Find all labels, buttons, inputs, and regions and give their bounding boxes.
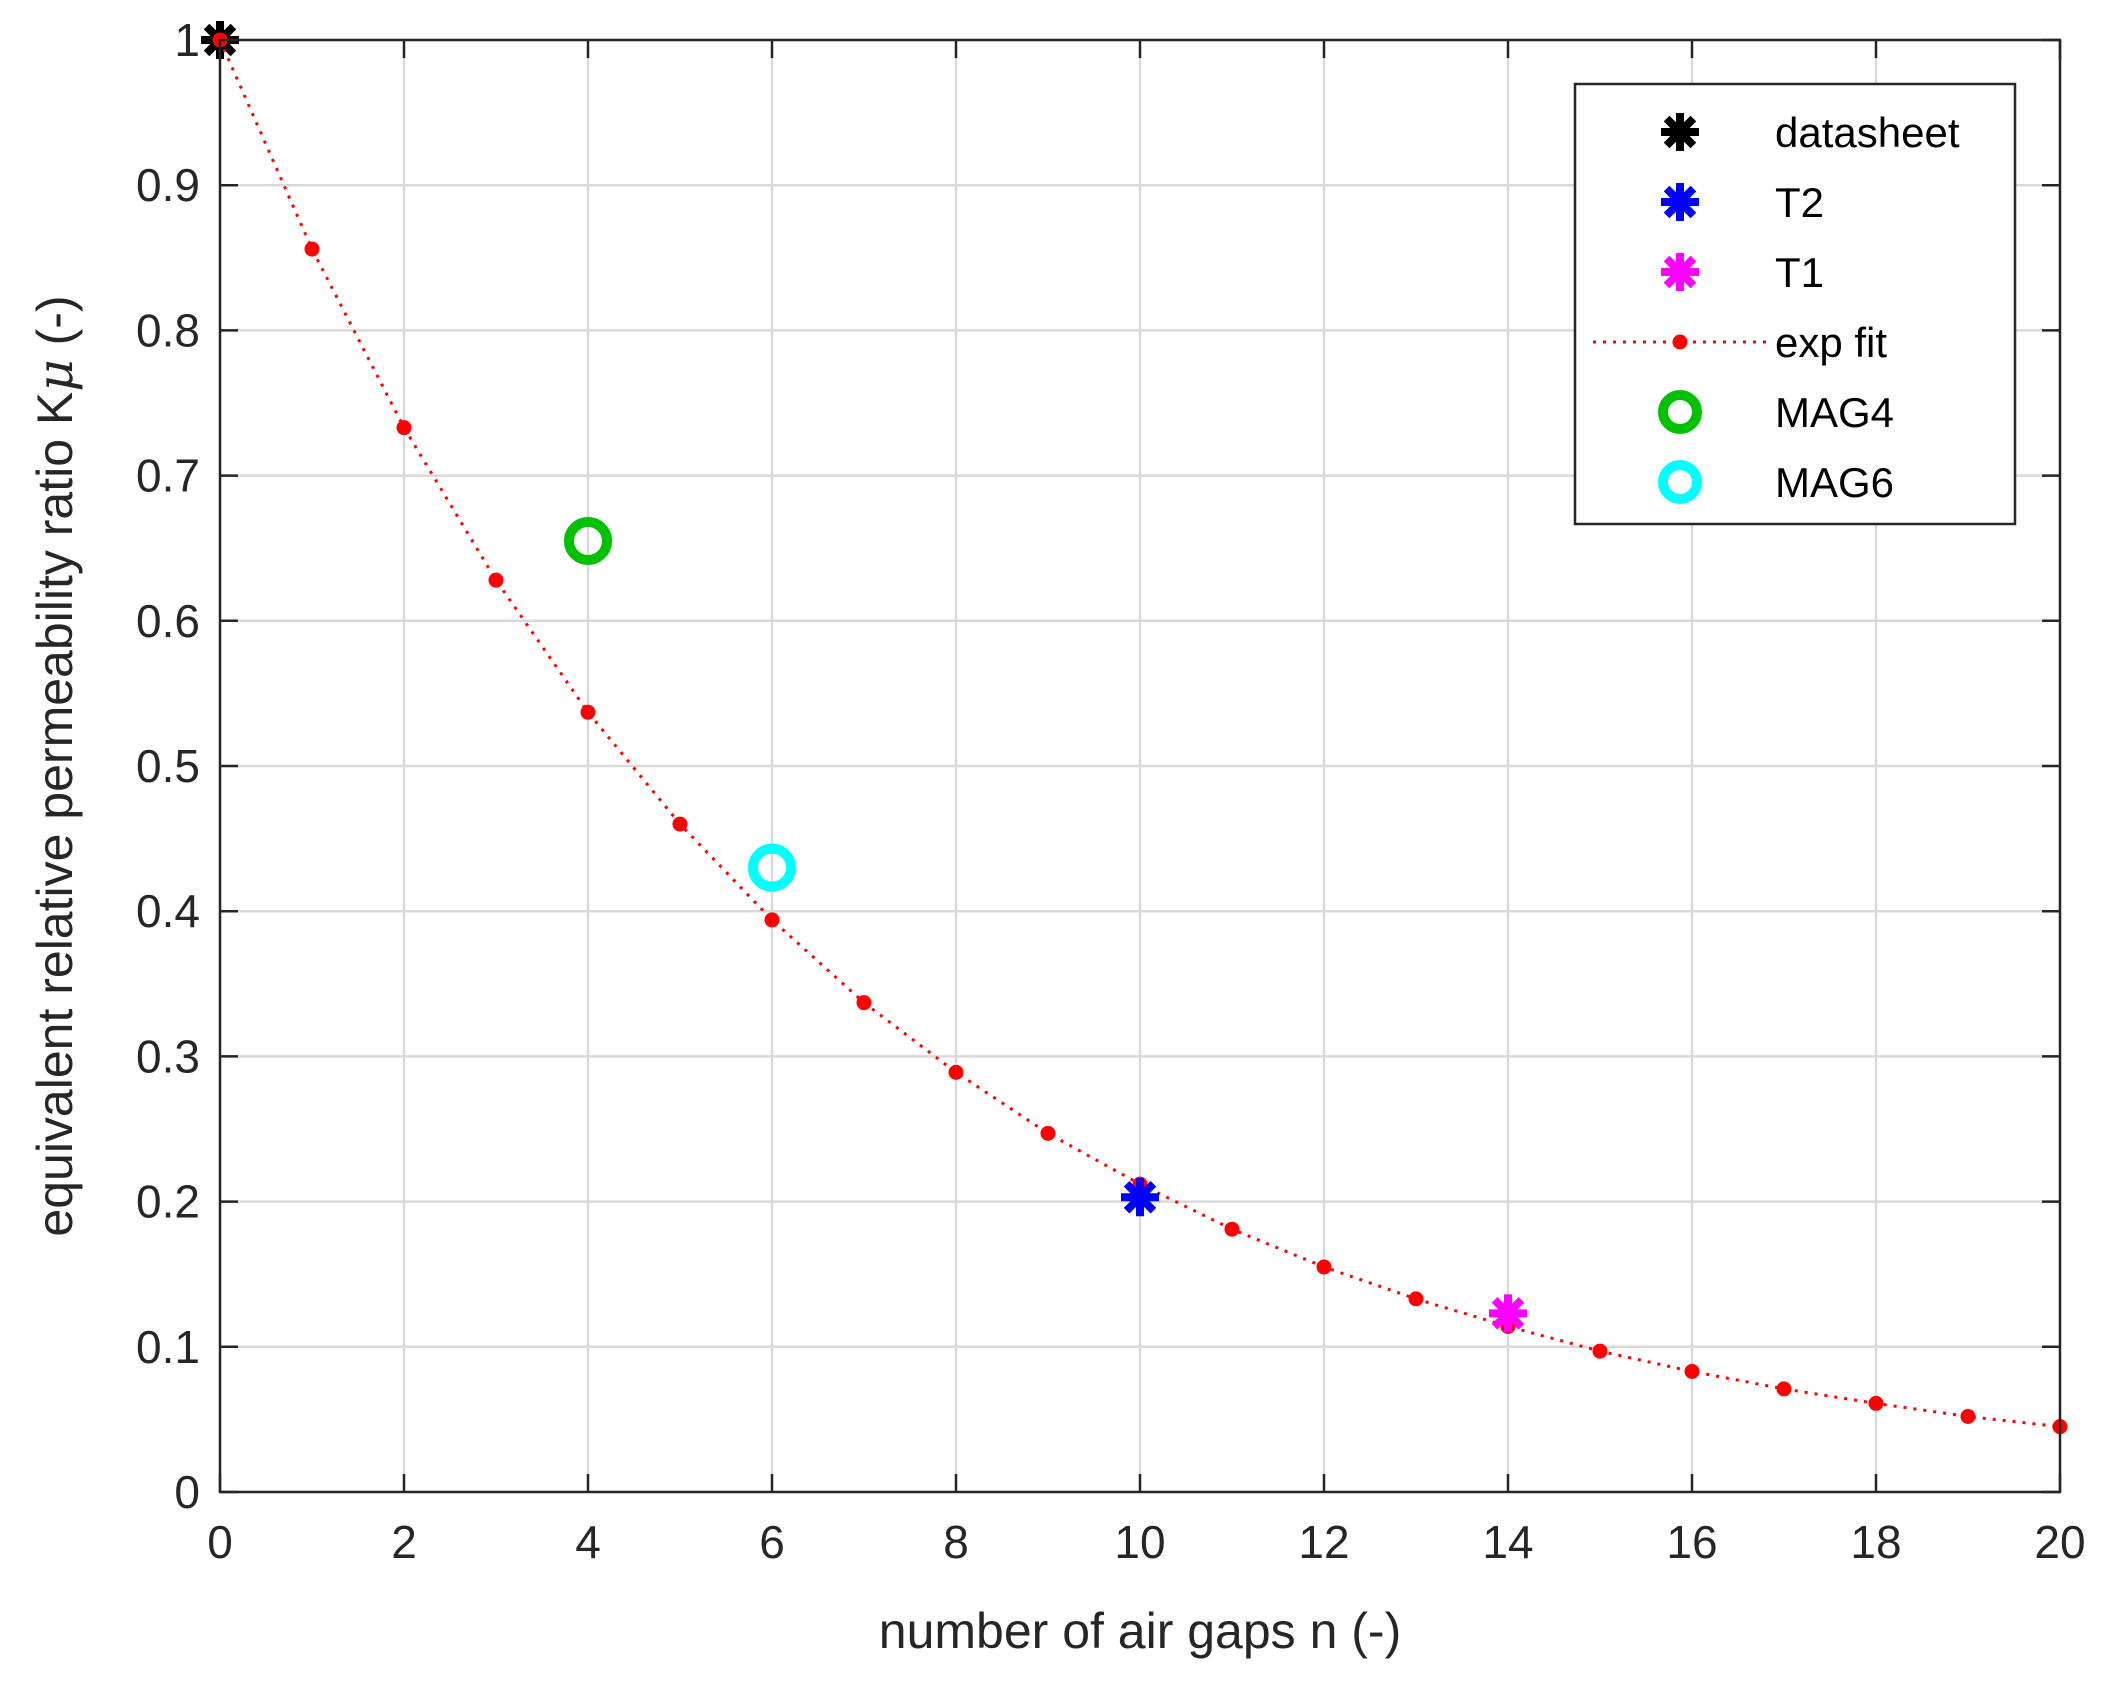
data-point: [1868, 1395, 1884, 1411]
legend-label: T2: [1775, 179, 1824, 226]
tick-labels: 0 2 4 6 8 10 12 14 16 18 20 0 0.1 0.2 0.3 0.4 0.5 0.6 0.7 0…: [136, 14, 2086, 1568]
data-point: [1408, 1291, 1424, 1307]
data-point: [488, 572, 504, 588]
legend-box: [1573, 82, 2017, 526]
data-point: [396, 420, 412, 436]
series-t1: [1489, 1294, 1527, 1333]
data-point: [672, 816, 688, 832]
y-tick-label: 0.2: [136, 1176, 200, 1228]
legend-item: MAG4: [1658, 389, 1894, 436]
data-point: [856, 995, 872, 1011]
data-point: [948, 1064, 964, 1080]
data-point: [1592, 1343, 1608, 1359]
x-tick-label: 8: [943, 1516, 969, 1568]
x-tick-label: 16: [1666, 1516, 1717, 1568]
legend-item: exp fit: [1593, 319, 1887, 366]
legend-label: datasheet: [1775, 109, 1960, 156]
y-tick-label: 0.5: [136, 740, 200, 792]
series-mag6: [748, 843, 796, 892]
x-tick-label: 12: [1298, 1516, 1349, 1568]
legend-label: MAG6: [1775, 459, 1894, 506]
y-tick-label: 0.3: [136, 1030, 200, 1082]
data-point: [580, 704, 596, 720]
x-tick-label: 14: [1482, 1516, 1533, 1568]
legend-marker: [1672, 334, 1688, 350]
series-mag4: [564, 516, 612, 565]
y-tick-label: 0.7: [136, 450, 200, 502]
y-tick-label: 0.4: [136, 885, 200, 937]
x-tick-label: 10: [1114, 1516, 1165, 1568]
data-point: [1316, 1259, 1332, 1275]
legend-label: MAG4: [1775, 389, 1894, 436]
data-point: [1960, 1408, 1976, 1424]
legend-marker: [1661, 113, 1699, 151]
y-axis-label: equivalent relative permeability ratio K…: [26, 295, 84, 1236]
legend-label: exp fit: [1775, 319, 1887, 366]
legend-item: T2: [1661, 179, 1824, 226]
y-axis-label-main: equivalent relative permeability ratio K: [27, 392, 83, 1237]
y-tick-label: 0.9: [136, 159, 200, 211]
y-tick-label: 1: [174, 14, 200, 66]
x-tick-label: 0: [207, 1516, 233, 1568]
data-point: [1776, 1381, 1792, 1397]
x-tick-label: 18: [1850, 1516, 1901, 1568]
x-tick-label: 4: [575, 1516, 601, 1568]
y-tick-label: 0.8: [136, 304, 200, 356]
data-point: [1684, 1363, 1700, 1379]
data-point: [304, 241, 320, 257]
legend-marker: [1661, 253, 1699, 291]
data-point: [1489, 1294, 1527, 1333]
data-point: [1224, 1221, 1240, 1237]
data-point: [764, 912, 780, 928]
y-tick-label: 0.1: [136, 1321, 200, 1373]
data-point: [564, 516, 612, 565]
legend-marker: [1661, 183, 1699, 221]
legend-marker: [1658, 390, 1702, 434]
legend-label: T1: [1775, 249, 1824, 296]
x-tick-label: 6: [759, 1516, 785, 1568]
y-axis-label-suffix: (-): [27, 295, 83, 359]
legend: datasheet T2 T1 exp fit MAG4 MAG6: [1573, 82, 2017, 526]
x-axis-label: number of air gaps n (-): [879, 1603, 1401, 1659]
series-t2: [1121, 1178, 1159, 1217]
legend-item: T1: [1661, 249, 1824, 296]
y-axis-label-symbol: μ: [26, 359, 84, 392]
data-point: [748, 843, 796, 892]
legend-item: datasheet: [1661, 109, 1960, 156]
legend-item: MAG6: [1658, 459, 1894, 506]
y-tick-label: 0.6: [136, 595, 200, 647]
x-tick-label: 20: [2034, 1516, 2085, 1568]
legend-marker: [1658, 460, 1702, 504]
axes-box: [218, 38, 2062, 1494]
data-point: [1121, 1178, 1159, 1217]
x-tick-label: 2: [391, 1516, 417, 1568]
y-tick-label: 0: [174, 1466, 200, 1518]
data-point: [1040, 1125, 1056, 1141]
